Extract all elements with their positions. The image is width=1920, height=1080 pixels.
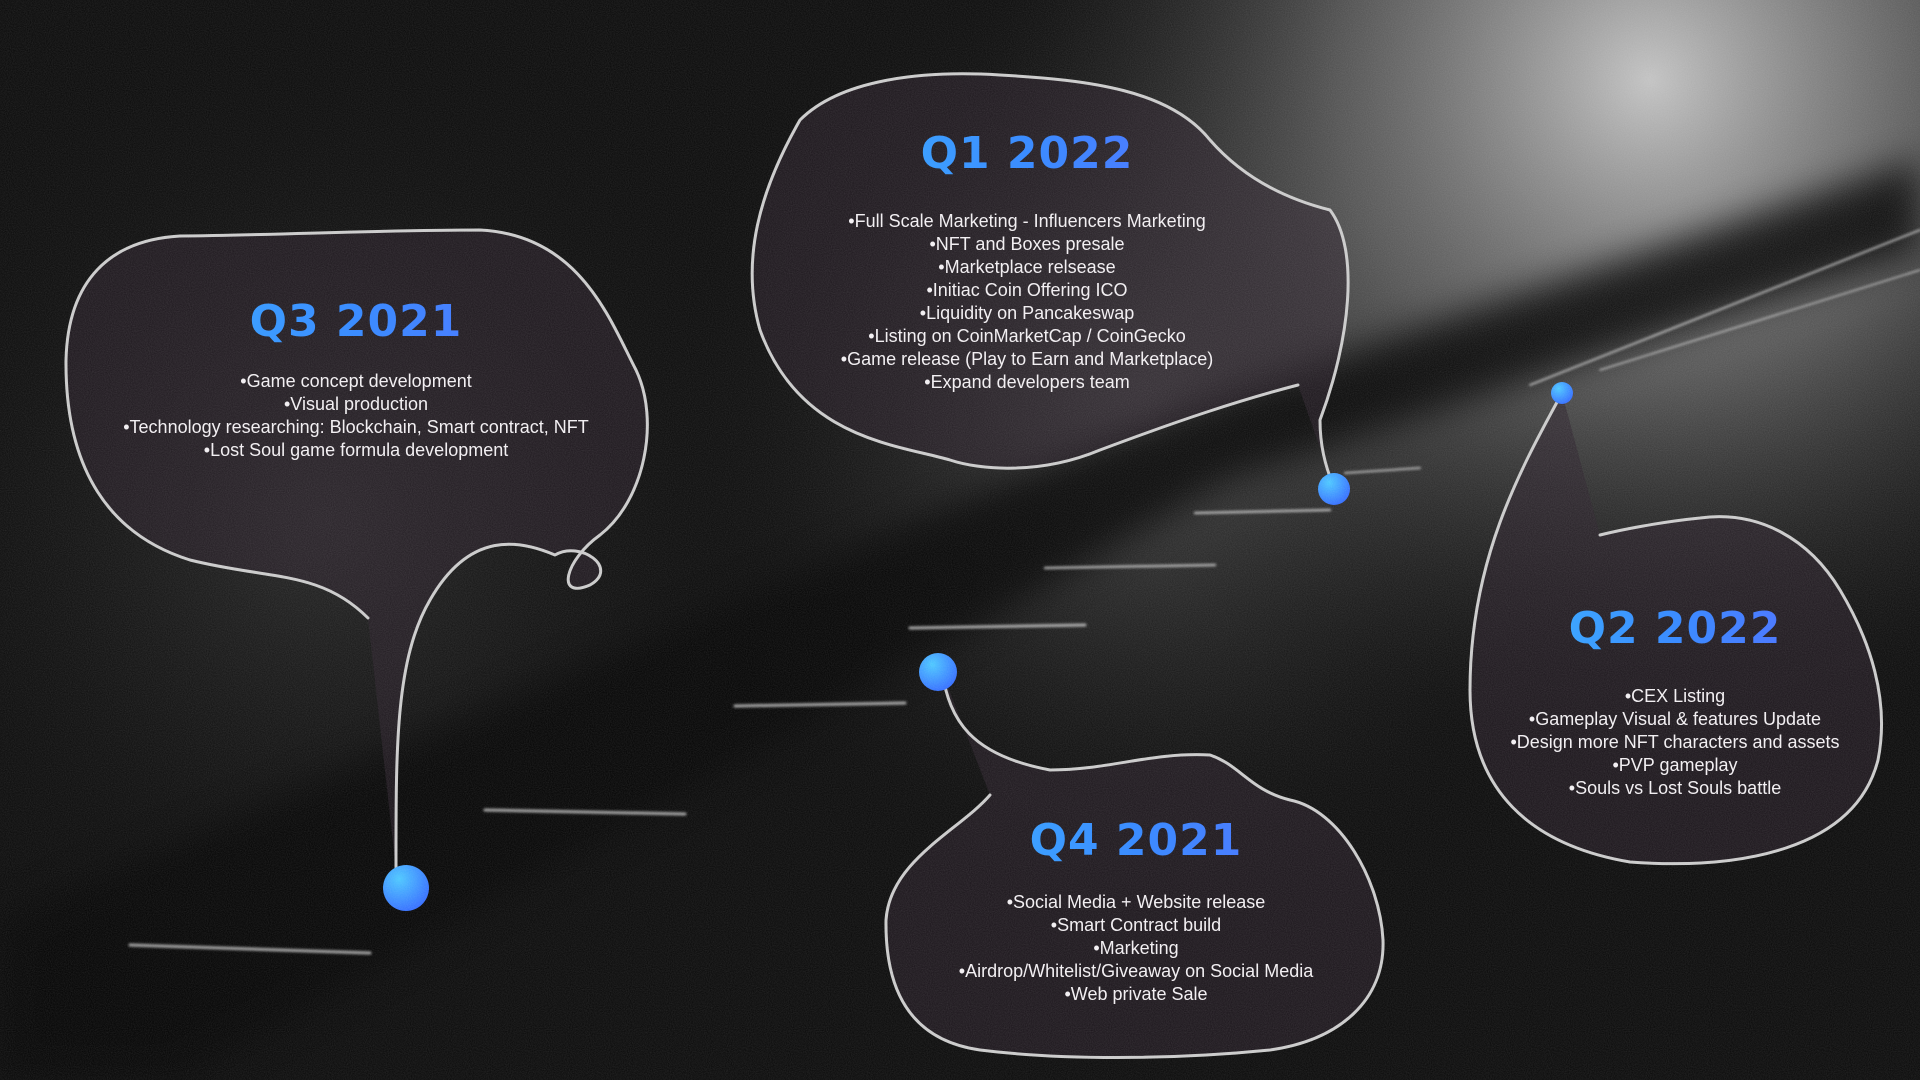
milestone-item: PVP gameplay [1490,754,1860,777]
milestone-item: Social Media + Website release [900,891,1372,914]
milestone-item-list: Full Scale Marketing - Influencers Marke… [782,210,1272,394]
milestone-item: Full Scale Marketing - Influencers Marke… [782,210,1272,233]
milestone-item: Game release (Play to Earn and Marketpla… [782,348,1272,371]
milestone-q1-2022: Q1 2022 Full Scale Marketing - Influence… [782,129,1272,394]
milestone-q3-2021: Q3 2021 Game concept development Visual … [88,297,624,462]
milestone-q2-2022: Q2 2022 CEX Listing Gameplay Visual & fe… [1490,604,1860,800]
milestone-title: Q2 2022 [1490,604,1860,653]
milestone-item: CEX Listing [1490,685,1860,708]
milestone-item: Airdrop/Whitelist/Giveaway on Social Med… [900,960,1372,983]
milestone-item-list: Social Media + Website release Smart Con… [900,891,1372,1006]
milestone-item: Visual production [88,393,624,416]
milestone-q4-2021: Q4 2021 Social Media + Website release S… [900,816,1372,1006]
milestone-item: Expand developers team [782,371,1272,394]
milestone-item: Design more NFT characters and assets [1490,731,1860,754]
milestone-item: Souls vs Lost Souls battle [1490,777,1860,800]
milestone-item: Game concept development [88,370,624,393]
milestone-title: Q4 2021 [900,816,1372,865]
milestone-item: Listing on CoinMarketCap / CoinGecko [782,325,1272,348]
milestone-item: Initiac Coin Offering ICO [782,279,1272,302]
milestone-item: Marketing [900,937,1372,960]
milestone-item: Liquidity on Pancakeswap [782,302,1272,325]
milestone-item: NFT and Boxes presale [782,233,1272,256]
milestone-item-list: CEX Listing Gameplay Visual & features U… [1490,685,1860,800]
milestone-title: Q3 2021 [88,297,624,346]
milestone-item-list: Game concept development Visual producti… [88,370,624,462]
milestone-item: Marketplace relsease [782,256,1272,279]
milestone-item: Gameplay Visual & features Update [1490,708,1860,731]
milestone-item: Smart Contract build [900,914,1372,937]
milestone-item: Web private Sale [900,983,1372,1006]
milestone-item: Lost Soul game formula development [88,439,624,462]
milestone-item: Technology researching: Blockchain, Smar… [88,416,624,439]
milestone-title: Q1 2022 [782,129,1272,178]
